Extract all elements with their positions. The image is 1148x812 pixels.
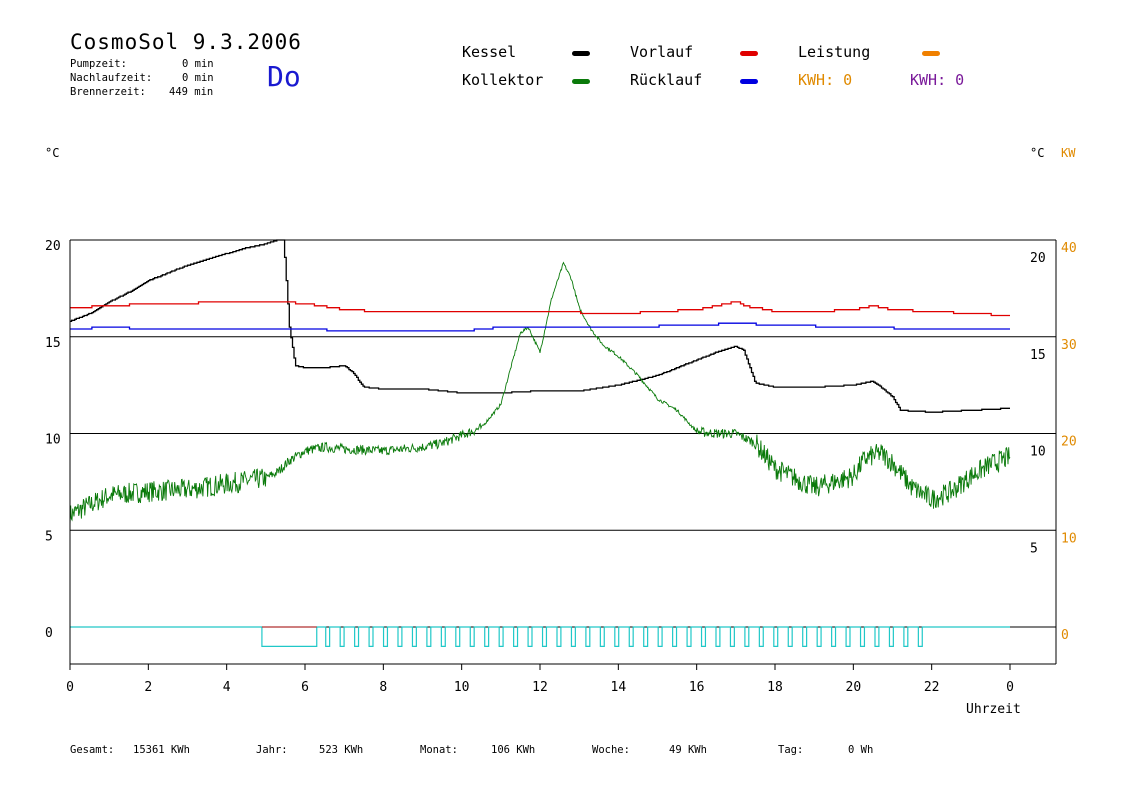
tag-label: Tag:	[778, 744, 804, 756]
series-line-vorlauf	[70, 301, 1010, 317]
x-tick-label-4: 8	[379, 680, 387, 695]
left-tick-label-10: 10	[45, 433, 61, 448]
series-line-burner	[70, 626, 1010, 647]
monat-label: Monat:	[420, 744, 458, 756]
nachlaufzeit-label: Nachlaufzeit:	[70, 72, 153, 84]
left-tick-label-20: 20	[45, 239, 61, 254]
brennerzeit-value: 449 min	[169, 86, 214, 98]
legend-ruecklauf-swatch	[740, 79, 758, 84]
right-tick-label-10: 10	[1030, 445, 1046, 460]
legend-kessel-swatch	[572, 51, 590, 56]
series-line-kollektor	[69, 261, 1011, 526]
kwh-purple-label: KWH: 0	[910, 71, 965, 89]
x-tick-label-3: 6	[301, 680, 309, 695]
woche-label: Woche:	[592, 744, 630, 756]
legend-vorlauf-swatch	[740, 51, 758, 56]
gesamt-label: Gesamt:	[70, 744, 115, 756]
right-axis-unit-kw: KW	[1061, 146, 1076, 160]
legend-vorlauf-label: Vorlauf	[630, 43, 694, 61]
legend-kessel-label: Kessel	[462, 43, 517, 61]
kw-tick-label-20: 20	[1061, 435, 1077, 450]
series-line-ruecklauf	[70, 322, 1010, 332]
right-tick-label-5: 5	[1030, 541, 1038, 556]
x-tick-label-5: 10	[454, 680, 470, 695]
left-axis-unit: °C	[45, 146, 60, 160]
x-tick-label-11: 22	[924, 680, 940, 695]
kw-tick-label-10: 10	[1061, 531, 1077, 546]
x-tick-label-7: 14	[611, 680, 627, 695]
x-axis-label: Uhrzeit	[966, 702, 1021, 717]
x-tick-label-8: 16	[689, 680, 705, 695]
brennerzeit-label: Brennerzeit:	[70, 86, 146, 98]
left-tick-label-5: 5	[45, 529, 53, 544]
x-tick-label-2: 4	[223, 680, 231, 695]
x-tick-label-9: 18	[767, 680, 783, 695]
woche-value: 49 KWh	[669, 744, 707, 756]
legend-leistung-label: Leistung	[798, 43, 871, 61]
right-tick-label-15: 15	[1030, 348, 1046, 363]
jahr-label: Jahr:	[256, 744, 288, 756]
chart-title: CosmoSol 9.3.2006	[70, 30, 302, 54]
kw-tick-label-30: 30	[1061, 338, 1077, 353]
left-tick-label-15: 15	[45, 336, 61, 351]
pumpzeit-value: 0 min	[182, 58, 214, 70]
right-tick-label-20: 20	[1030, 251, 1046, 266]
legend-kollektor-swatch	[572, 79, 590, 84]
tag-value: 0 Wh	[848, 744, 874, 756]
gesamt-value: 15361 KWh	[133, 744, 190, 756]
x-tick-label-1: 2	[144, 680, 152, 695]
x-tick-label-6: 12	[532, 680, 548, 695]
kwh-orange-label: KWH: 0	[798, 71, 853, 89]
series-line-kessel	[70, 239, 1010, 413]
left-tick-label-0: 0	[45, 626, 53, 641]
right-axis-unit: °C	[1030, 146, 1045, 160]
legend-ruecklauf-label: Rücklauf	[630, 71, 703, 89]
jahr-value: 523 KWh	[319, 744, 364, 756]
x-tick-label-0: 0	[66, 680, 74, 695]
kw-tick-label-40: 40	[1061, 241, 1077, 256]
legend-kollektor-label: Kollektor	[462, 71, 544, 89]
legend-leistung-swatch	[922, 51, 940, 56]
nachlaufzeit-value: 0 min	[182, 72, 214, 84]
x-tick-label-12: 0	[1006, 680, 1014, 695]
weekday-label: Do	[267, 60, 301, 93]
monat-value: 106 KWh	[491, 744, 536, 756]
kw-tick-label-0: 0	[1061, 628, 1069, 643]
x-tick-label-10: 20	[846, 680, 862, 695]
pumpzeit-label: Pumpzeit:	[70, 58, 127, 70]
